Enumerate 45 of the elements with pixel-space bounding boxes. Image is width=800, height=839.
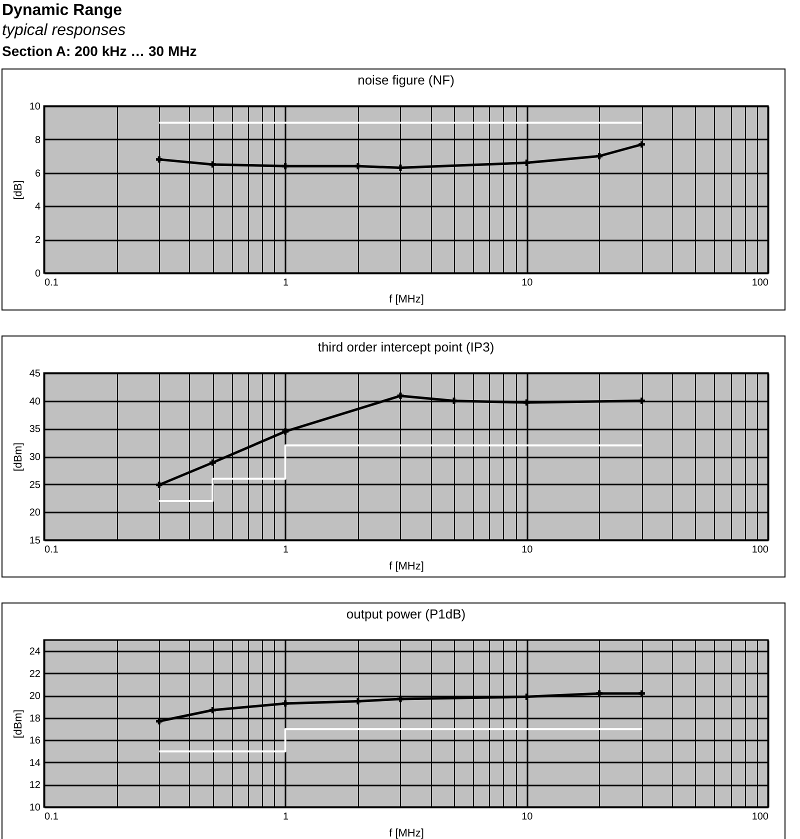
x-tick-label: 100 <box>752 278 769 288</box>
x-axis-title: f [MHz] <box>389 294 424 306</box>
y-tick-label: 16 <box>29 736 41 747</box>
y-tick-label: 12 <box>29 780 41 792</box>
y-tick-label: 40 <box>29 396 41 408</box>
y-tick-label: 2 <box>34 235 41 246</box>
y-tick-label: 22 <box>29 668 41 680</box>
x-axis-title: f [MHz] <box>389 828 424 839</box>
y-axis-title: [dB] <box>12 180 24 200</box>
text: typical responses <box>2 22 126 39</box>
y-axis-title: [dBm] <box>12 442 24 472</box>
y-tick-label: 25 <box>29 480 41 491</box>
y-tick-label: 0 <box>34 268 41 280</box>
y-tick-label: 15 <box>29 536 41 546</box>
y-tick-label: 30 <box>29 452 41 463</box>
x-tick-label: 10 <box>522 544 534 556</box>
x-tick-label: 100 <box>752 544 769 556</box>
chart-title: noise figure (NF) <box>358 72 454 88</box>
chart-title: output power (P1dB) <box>346 606 466 622</box>
text: Section A: 200 kHz … 30 MHz <box>2 43 197 59</box>
y-tick-label: 20 <box>29 508 41 519</box>
x-tick-label: 0.1 <box>44 278 59 288</box>
x-tick-label: 100 <box>752 812 769 822</box>
y-tick-label: 6 <box>34 168 41 180</box>
x-tick-label: 1 <box>283 812 290 822</box>
y-tick-label: 14 <box>29 758 41 769</box>
y-tick-label: 8 <box>34 134 41 146</box>
x-tick-label: 10 <box>522 278 534 288</box>
x-tick-label: 0.1 <box>44 812 59 822</box>
x-tick-label: 1 <box>283 278 290 288</box>
y-tick-label: 24 <box>29 646 41 658</box>
chart-title: third order intercept point (IP3) <box>318 340 494 354</box>
text: Dynamic Range <box>2 2 122 19</box>
y-tick-label: 20 <box>29 691 41 702</box>
x-tick-label: 0.1 <box>44 544 59 556</box>
x-tick-label: 10 <box>522 812 534 822</box>
y-tick-label: 18 <box>29 713 41 724</box>
x-axis-title: f [MHz] <box>389 560 424 572</box>
y-tick-label: 35 <box>29 424 41 436</box>
y-axis-title: [dBm] <box>12 710 24 738</box>
y-tick-label: 4 <box>34 202 41 213</box>
x-tick-label: 1 <box>283 544 290 556</box>
y-tick-label: 10 <box>29 802 41 814</box>
y-tick-label: 10 <box>29 102 41 112</box>
y-tick-label: 45 <box>29 368 41 380</box>
